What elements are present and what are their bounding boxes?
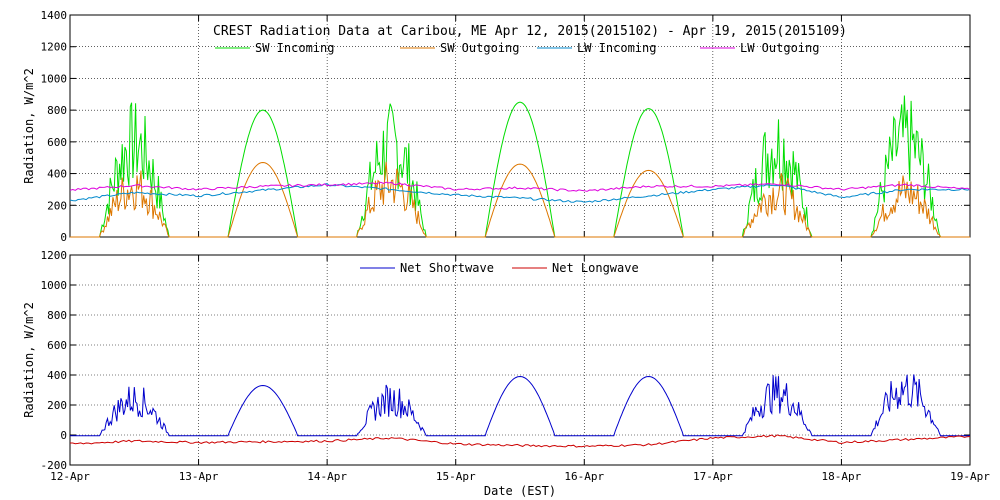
bottom-y-axis-label: Radiation, W/m^2 (22, 302, 36, 418)
top-plot-frame (69, 14, 971, 238)
y-tick-label: 600 (47, 339, 67, 352)
y-tick-label: 0 (60, 429, 67, 442)
x-tick-label: 12-Apr (50, 470, 90, 483)
bottom-gridlines (70, 255, 970, 465)
legend-label: LW Outgoing (740, 41, 819, 55)
x-tick-label: 13-Apr (179, 470, 219, 483)
y-tick-label: 1000 (41, 72, 68, 85)
bottom-y-ticks: -200 0 200 400 600 800 1000 1200 (41, 249, 971, 472)
top-gridlines (70, 15, 970, 237)
bottom-panel: Radiation, W/m^2 Date (EST) -200 0 200 400 6… (22, 249, 990, 498)
y-tick-label: 0 (60, 231, 67, 244)
x-tick-label: 14-Apr (307, 470, 347, 483)
y-tick-label: 200 (47, 199, 67, 212)
top-y-ticks: 0 200 400 600 800 1000 1200 1400 (41, 9, 971, 244)
series-line (70, 374, 970, 437)
y-tick-label: 200 (47, 399, 67, 412)
y-tick-label: 400 (47, 369, 67, 382)
y-tick-label: 400 (47, 168, 67, 181)
y-tick-label: 800 (47, 104, 67, 117)
legend-label: Net Longwave (552, 261, 639, 275)
bottom-series-group (70, 374, 971, 448)
series-line (70, 161, 970, 238)
bottom-legend: Net Shortwave Net Longwave (360, 261, 639, 275)
y-tick-label: 1400 (41, 9, 68, 22)
series-line (70, 95, 970, 238)
y-tick-label: 1200 (41, 41, 68, 54)
x-tick-label: 18-Apr (822, 470, 862, 483)
top-panel: CREST Radiation Data at Caribou, ME Apr … (22, 9, 971, 244)
top-series-group (69, 95, 971, 238)
top-y-axis-label: Radiation, W/m^2 (22, 68, 36, 184)
y-tick-label: 800 (47, 309, 67, 322)
series-line (69, 183, 971, 203)
y-tick-label: -200 (41, 459, 68, 472)
y-tick-label: 600 (47, 136, 67, 149)
x-tick-label: 16-Apr (564, 470, 604, 483)
y-tick-label: 1200 (41, 249, 68, 262)
legend-label: SW Outgoing (440, 41, 519, 55)
y-tick-label: 1000 (41, 279, 68, 292)
legend-label: SW Incoming (255, 41, 334, 55)
bottom-plot-frame (69, 254, 971, 466)
legend-label: LW Incoming (577, 41, 656, 55)
chart-title: CREST Radiation Data at Caribou, ME Apr … (213, 24, 847, 39)
bottom-x-ticks: 12-Apr 13-Apr 14-Apr 15-Apr 16-Apr 17-Apr 18-A… (50, 470, 990, 483)
x-tick-label: 15-Apr (436, 470, 476, 483)
x-tick-label: 19-Apr (950, 470, 990, 483)
legend-label: Net Shortwave (400, 261, 494, 275)
x-axis-label: Date (EST) (484, 484, 556, 498)
series-line (70, 434, 971, 448)
x-tick-label: 17-Apr (693, 470, 733, 483)
top-legend: SW Incoming SW Outgoing LW Incoming LW Outg… (215, 41, 819, 55)
series-line (69, 181, 971, 192)
